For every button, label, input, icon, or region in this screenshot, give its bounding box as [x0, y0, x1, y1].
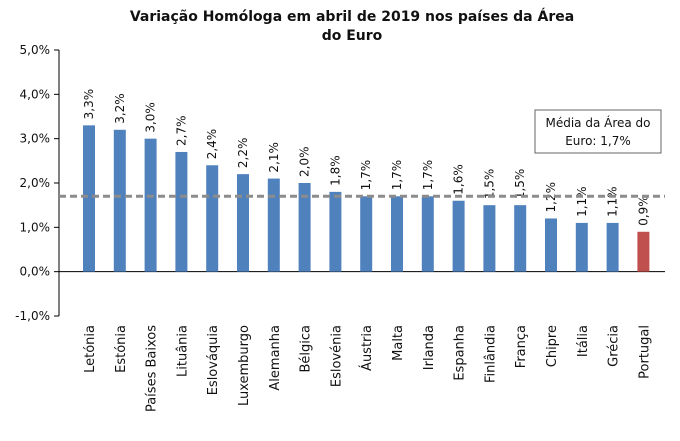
bar	[637, 231, 650, 272]
bar	[360, 196, 373, 272]
average-annotation-line1: Média da Área do	[545, 115, 650, 130]
chart-title-line1: Variação Homóloga em abril de 2019 nos p…	[130, 8, 574, 25]
bar	[514, 205, 527, 272]
bar	[329, 191, 342, 272]
data-label: 3,3%	[82, 89, 96, 120]
average-annotation-line2: Euro: 1,7%	[565, 134, 631, 148]
y-tick-label: 4,0%	[20, 87, 51, 101]
category-label: Áustria	[359, 325, 375, 371]
category-label: Lituânia	[175, 325, 190, 377]
data-label: 1,7%	[359, 160, 373, 191]
data-label: 2,7%	[174, 115, 188, 146]
average-annotation: Média da Área do Euro: 1,7%	[534, 109, 662, 154]
bars-group	[83, 125, 650, 272]
bar	[391, 196, 403, 272]
data-label: 3,2%	[113, 93, 127, 124]
data-labels-group: 3,3% 3,2% 3,0% 2,7% 2,4% 2,2% 2,1% 2,0% 1,8% 1,7%…	[82, 89, 650, 226]
data-label: 1,1%	[575, 186, 589, 217]
data-label: 2,1%	[267, 142, 281, 173]
category-label: Grécia	[607, 325, 622, 367]
y-tick-label: 2,0%	[20, 176, 51, 190]
bar	[206, 165, 219, 272]
data-label: 2,4%	[205, 129, 219, 160]
data-label: 1,6%	[452, 164, 466, 195]
y-tick-label: 3,0%	[20, 132, 51, 146]
bar	[113, 129, 126, 272]
bar	[237, 174, 249, 272]
category-label: Portugal	[637, 325, 652, 379]
category-label: Luxemburgo	[237, 325, 252, 406]
category-label: França	[514, 325, 529, 368]
data-label: 2,2%	[236, 138, 250, 169]
bar	[298, 183, 311, 272]
category-label: Malta	[391, 325, 406, 361]
bar	[267, 178, 280, 272]
category-label: Irlanda	[422, 325, 437, 370]
category-label: Chipre	[545, 325, 560, 367]
y-tick-label: 5,0%	[20, 43, 51, 57]
data-label: 1,5%	[513, 169, 527, 200]
category-labels-group: Letónia Estónia Países Baixos Lituânia Eslov…	[83, 325, 652, 412]
category-label: Eslováquia	[206, 325, 221, 395]
bar	[483, 205, 496, 272]
data-label: 1,1%	[606, 186, 620, 217]
y-tick-label: 0,0%	[20, 265, 51, 279]
bar	[606, 222, 619, 272]
bar	[83, 125, 95, 272]
bar	[144, 138, 157, 272]
category-label: Países Baixos	[145, 325, 160, 412]
data-label: 2,0%	[298, 147, 312, 178]
category-label: Finlândia	[483, 325, 498, 383]
data-label: 3,0%	[144, 102, 158, 133]
category-label: Alemanha	[268, 325, 283, 391]
category-label: Bélgica	[299, 325, 314, 373]
bar	[545, 218, 557, 272]
data-label: 0,9%	[636, 195, 650, 226]
category-label: Itália	[576, 325, 591, 357]
category-label: Eslovénia	[329, 325, 344, 387]
category-label: Estónia	[114, 325, 129, 373]
data-label: 1,2%	[544, 182, 558, 213]
y-tick-label: -1,0%	[15, 309, 50, 323]
data-label: 1,7%	[390, 160, 404, 191]
category-label: Espanha	[453, 325, 468, 381]
category-label: Letónia	[83, 325, 98, 373]
bar	[575, 222, 588, 272]
y-tick-label: 1,0%	[20, 220, 51, 234]
average-annotation-box	[534, 109, 662, 154]
data-label: 1,7%	[421, 160, 435, 191]
bar	[421, 196, 434, 272]
bar	[452, 200, 465, 272]
bar	[175, 151, 188, 272]
chart-title-line2: do Euro	[322, 28, 383, 44]
data-label: 1,8%	[328, 155, 342, 186]
data-label: 1,5%	[482, 169, 496, 200]
